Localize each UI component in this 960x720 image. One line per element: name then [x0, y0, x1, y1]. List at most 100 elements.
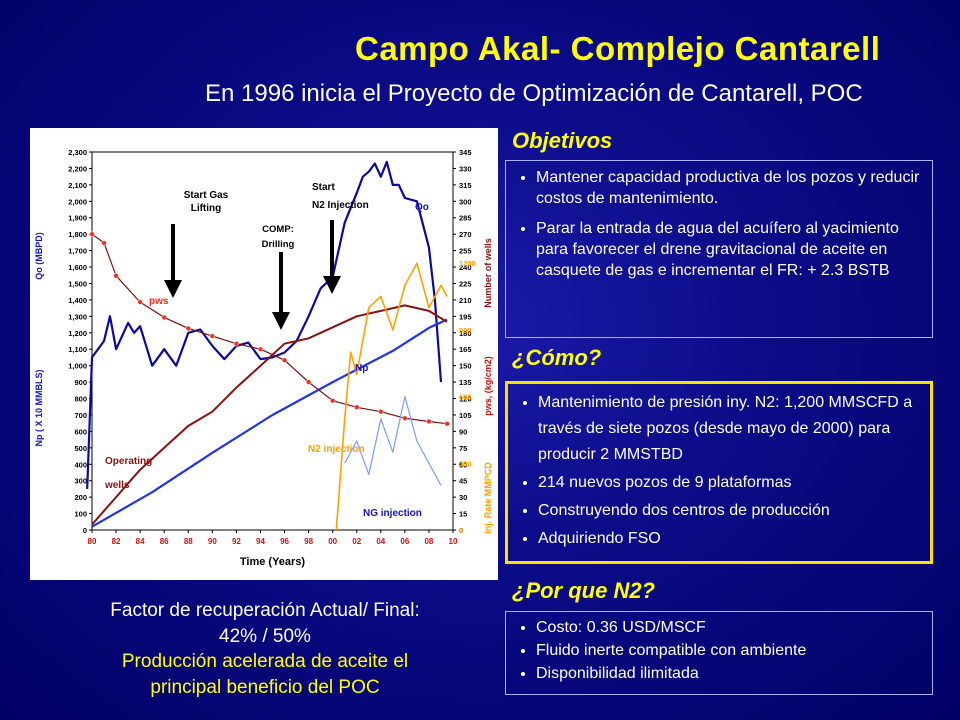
left-tick-label: 1,100 [68, 345, 87, 354]
series-ng-injection-line [344, 396, 442, 486]
annotation-np: Np [355, 363, 368, 374]
inj-axis-label: Inj. Rate MMPCD [483, 462, 493, 534]
pws-point [378, 409, 384, 415]
como-item: Mantenimiento de presión iny. N2: 1,200 … [538, 390, 920, 468]
np-axis-label: Np ( X 10 MMBLS) [34, 369, 44, 446]
wells-axis-label: Number of wells [483, 238, 493, 308]
left-tick-label: 2,300 [68, 148, 87, 157]
pws-point [426, 418, 432, 425]
pws-axis-label: pws, (kg/cm2) [483, 356, 493, 416]
x-tick-label: 82 [112, 537, 121, 546]
right-tick-label: 315 [459, 181, 472, 190]
inj-tick-label: 1200 [459, 259, 476, 268]
right-tick-label: 195 [459, 312, 472, 321]
pws-point [233, 341, 240, 347]
x-tick-label: 88 [184, 537, 193, 546]
left-tick-label: 1,700 [68, 247, 87, 256]
pws-point [89, 231, 95, 237]
pws-point [185, 325, 191, 332]
footer-line1: Factor de recuperación Actual/ Final: [110, 600, 420, 621]
como-box: Mantenimiento de presión iny. N2: 1,200 … [505, 381, 933, 564]
annotation-ng-injection: NG injection [363, 508, 422, 519]
x-tick-label: 90 [208, 537, 217, 546]
por-que-item: Costo: 0.36 USD/MSCF [536, 618, 922, 638]
x-tick-label: 86 [160, 537, 169, 546]
x-tick-label: 10 [449, 537, 458, 546]
right-tick-label: 0 [459, 526, 463, 535]
x-tick-label: 92 [232, 537, 241, 546]
left-tick-label: 700 [74, 411, 87, 420]
footer-line4: principal beneficio del POC [150, 676, 380, 698]
annotation-comp: COMP: [262, 224, 294, 235]
right-tick-label: 30 [459, 493, 467, 502]
x-tick-label: 04 [376, 537, 385, 546]
right-tick-label: 270 [459, 230, 472, 239]
footer-line2: 42% / 50% [219, 625, 311, 647]
left-tick-label: 1,200 [68, 329, 87, 338]
objetivos-box: Mantener capacidad productiva de los poz… [505, 160, 933, 338]
right-tick-label: 180 [459, 329, 472, 338]
pws-point [281, 357, 288, 363]
plot-frame [91, 151, 454, 531]
right-tick-label: 60 [459, 460, 467, 469]
annotation-wells: Operating [105, 456, 152, 467]
pws-point [444, 421, 450, 427]
page-title: Campo Akal- Complejo Cantarell [355, 30, 881, 67]
inj-tick-label: 0 [459, 526, 463, 535]
x-tick-label: 06 [400, 537, 409, 546]
qo-axis-label: Qo (MBPD) [34, 232, 44, 280]
pws-point [402, 415, 408, 421]
right-tick-label: 165 [459, 345, 472, 354]
annotation-n2-start: Start [312, 182, 335, 193]
inj-tick-label: 900 [459, 326, 472, 335]
left-tick-label: 500 [74, 444, 87, 453]
arrow-comp-head [272, 312, 290, 330]
right-tick-label: 150 [459, 362, 472, 371]
por-que-item: Fluido inerte compatible con ambiente [536, 641, 922, 661]
pws-point [137, 299, 143, 305]
x-tick-label: 80 [88, 537, 97, 546]
objetivos-heading: Objetivos [512, 128, 613, 153]
left-tick-label: 1,800 [68, 230, 87, 239]
left-tick-label: 400 [74, 460, 87, 469]
por-que-item: Disponibilidad ilimitada [536, 664, 922, 684]
right-tick-label: 105 [459, 411, 472, 420]
x-axis-label: Time (Years) [240, 556, 306, 568]
right-tick-label: 285 [459, 214, 472, 223]
inj-tick-label: 600 [459, 393, 472, 402]
left-tick-label: 1,500 [68, 279, 87, 288]
pws-point [161, 314, 167, 321]
como-heading: ¿Cómo? [512, 345, 602, 370]
chart-svg: 01002003004005006007008009001,0001,1001,… [34, 148, 493, 568]
left-tick-label: 300 [74, 477, 87, 486]
left-tick-label: 1,900 [68, 214, 87, 223]
x-tick-label: 84 [136, 537, 145, 546]
objetivos-item: Parar la entrada de agua del acuífero al… [536, 218, 922, 282]
right-tick-label: 135 [459, 378, 472, 387]
x-tick-label: 94 [256, 537, 265, 546]
right-tick-label: 90 [459, 427, 467, 436]
pws-point [101, 240, 107, 246]
right-tick-label: 300 [459, 197, 472, 206]
objetivos-item: Mantener capacidad productiva de los poz… [536, 167, 922, 210]
pws-point [257, 346, 264, 352]
left-tick-label: 200 [74, 493, 87, 502]
right-tick-label: 45 [459, 477, 467, 486]
right-tick-label: 210 [459, 296, 472, 305]
left-tick-label: 2,100 [68, 181, 87, 190]
x-tick-label: 08 [424, 537, 433, 546]
pws-point [305, 379, 312, 385]
pws-point [113, 273, 119, 279]
por-que-box: Costo: 0.36 USD/MSCF Fluido inerte compa… [505, 611, 933, 695]
x-tick-label: 96 [280, 537, 289, 546]
pws-point [209, 333, 215, 339]
series-np-line [91, 318, 448, 528]
series-qo-line [86, 160, 443, 489]
por-que-heading: ¿Por que N2? [512, 578, 656, 603]
x-tick-label: 00 [328, 537, 337, 546]
left-tick-label: 1,600 [68, 263, 87, 272]
left-tick-label: 2,200 [68, 164, 87, 173]
series-n2-injection-line [335, 262, 448, 531]
left-tick-label: 1,400 [68, 296, 87, 305]
annotation-gas-lift: Lifting [191, 203, 222, 214]
